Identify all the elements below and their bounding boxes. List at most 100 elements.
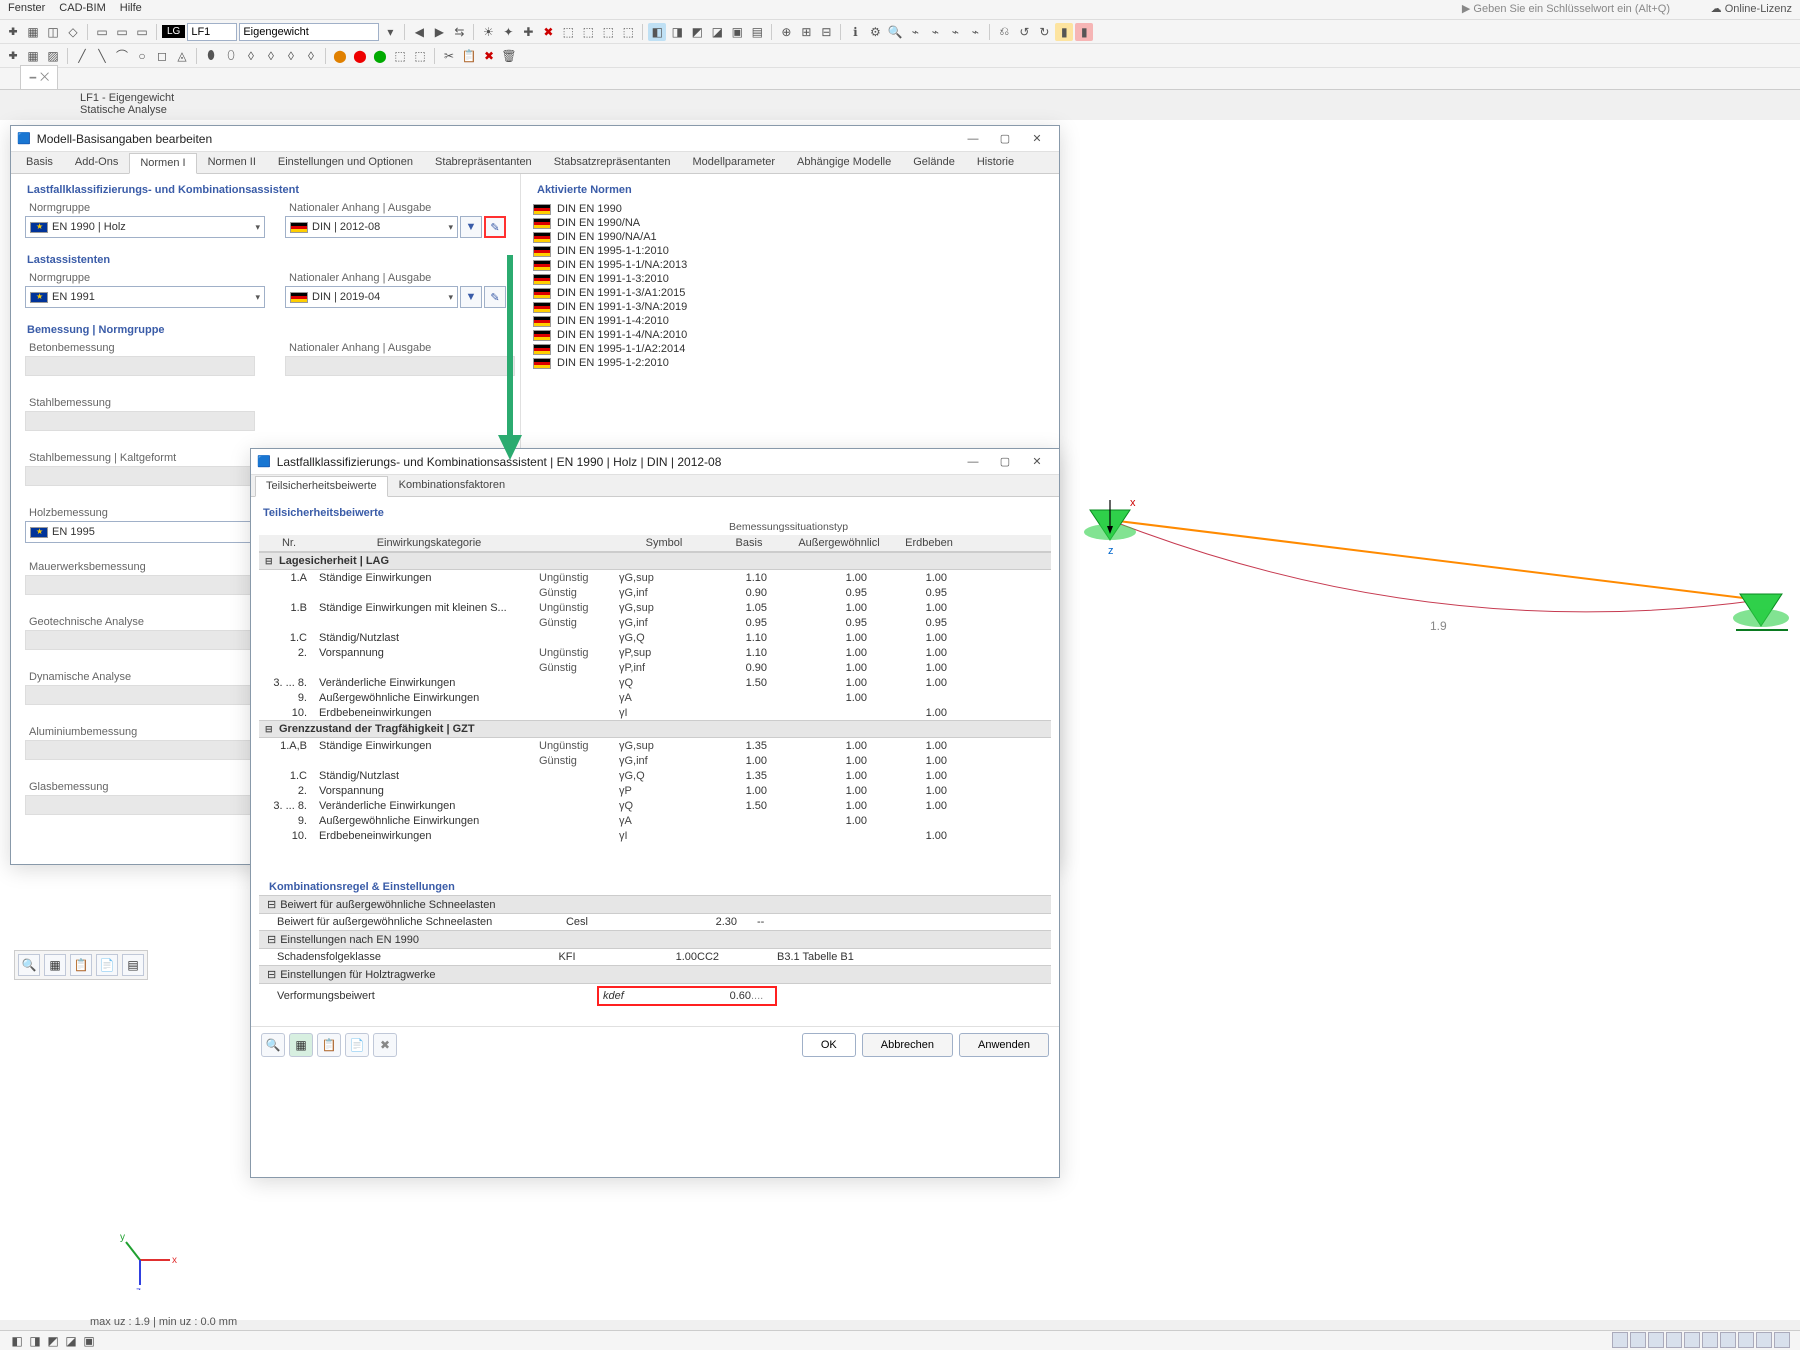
tb-icon[interactable]: ▭ [133,23,151,41]
tb-table-icon[interactable]: ▦ [44,954,66,976]
dialog2-titlebar[interactable]: 🟦 Lastfallklassifizierungs- und Kombinat… [251,449,1059,475]
group-header[interactable]: ⊟Grenzzustand der Tragfähigkeit | GZT [259,720,1051,738]
norm-item[interactable]: DIN EN 1995-1-1:2010 [529,244,1051,258]
tb-icon[interactable]: ⬚ [579,23,597,41]
tb-icon[interactable]: ⬚ [619,23,637,41]
tb-icon[interactable]: 🗑 [500,47,518,65]
tb-more-icon[interactable]: ▤ [122,954,144,976]
table-icon[interactable]: ▦ [289,1033,313,1057]
dialog1-tab[interactable]: Stabrepräsentanten [424,152,543,173]
data-row[interactable]: 1.CStändig/NutzlastγG,Q1.351.001.00 [259,768,1051,783]
tb-search-icon[interactable]: 🔍 [18,954,40,976]
status-icon[interactable]: ◪ [62,1332,80,1350]
data-row[interactable]: GünstigγP,inf0.901.001.00 [259,660,1051,675]
tb-icon[interactable]: ▾ [381,23,399,41]
tb-icon[interactable]: ○ [133,47,151,65]
tb-icon[interactable]: ⬚ [599,23,617,41]
data-row[interactable]: 10.ErdbebeneinwirkungenγI1.00 [259,828,1051,843]
tb-icon[interactable]: ⌁ [966,23,984,41]
status-mini-icon[interactable] [1666,1332,1682,1348]
data-row[interactable]: 2.VorspannungγP1.001.001.00 [259,783,1051,798]
tb-icon[interactable]: ◬ [173,47,191,65]
doc-tab[interactable]: 🗕 ✕ [20,65,58,89]
tb-icon[interactable]: ⊞ [797,23,815,41]
dialog1-tab[interactable]: Einstellungen und Optionen [267,152,424,173]
tb-icon[interactable]: ⬤ [371,47,389,65]
combo-din2012[interactable]: DIN | 2012-08 ▾ [285,216,458,238]
tb-icon[interactable]: 🞧 [4,23,22,41]
win-minimize-icon[interactable]: — [957,451,989,473]
filter-button[interactable]: ▼ [460,286,482,308]
tb-icon[interactable]: ✖ [539,23,557,41]
tb-icon[interactable]: ⬚ [391,47,409,65]
menu-fenster[interactable]: Fenster [8,2,45,17]
data-row[interactable]: 1.BStändige Einwirkungen mit kleinen S..… [259,600,1051,615]
tb-icon[interactable]: ✚ [519,23,537,41]
tb-icon[interactable]: 📋 [460,47,478,65]
data-row[interactable]: 3. ... 8.Veränderliche EinwirkungenγQ1.5… [259,675,1051,690]
paste-icon[interactable]: 📄 [345,1033,369,1057]
tb-icon[interactable]: ▨ [44,47,62,65]
tb-icon[interactable]: ⇆ [450,23,468,41]
tb-icon[interactable]: ◻ [153,47,171,65]
tb-icon[interactable]: ◨ [668,23,686,41]
data-row[interactable]: 1.AStändige EinwirkungenUngünstigγG,sup1… [259,570,1051,585]
tb-icon[interactable]: ╲ [93,47,111,65]
dialog1-tab[interactable]: Add-Ons [64,152,129,173]
tb-icon[interactable]: ↺ [1015,23,1033,41]
data-row[interactable]: 9.Außergewöhnliche EinwirkungenγA1.00 [259,813,1051,828]
dialog2-tab[interactable]: Kombinationsfaktoren [388,475,516,496]
tb-icon[interactable]: ⌁ [946,23,964,41]
tb-icon[interactable]: ◪ [708,23,726,41]
combo-en1995[interactable]: EN 1995▾ [25,521,265,543]
data-row[interactable]: 2.VorspannungUngünstigγP,sup1.101.001.00 [259,645,1051,660]
menu-cadbim[interactable]: CAD-BIM [59,2,105,17]
tb-icon[interactable]: ⊟ [817,23,835,41]
norm-item[interactable]: DIN EN 1990/NA/A1 [529,230,1051,244]
tb-icon[interactable]: ✖ [480,47,498,65]
status-mini-icon[interactable] [1738,1332,1754,1348]
tb-icon[interactable]: ◊ [302,47,320,65]
kdef-val[interactable]: 0.60 [723,990,751,1002]
tb-icon[interactable]: ▤ [748,23,766,41]
status-mini-icon[interactable] [1648,1332,1664,1348]
dialog1-tab[interactable]: Basis [15,152,64,173]
tb-icon[interactable]: ⌒ [113,47,131,65]
tb-icon[interactable]: ◧ [648,23,666,41]
tb-icon[interactable]: ⬤ [351,47,369,65]
norm-item[interactable]: DIN EN 1991-1-3/NA:2019 [529,300,1051,314]
group-header[interactable]: ⊟Lagesicherheit | LAG [259,552,1051,570]
tb-icon[interactable]: 🔍 [886,23,904,41]
status-mini-icon[interactable] [1774,1332,1790,1348]
data-row[interactable]: 10.ErdbebeneinwirkungenγI1.00 [259,705,1051,720]
status-icon[interactable]: ◨ [26,1332,44,1350]
tb-icon[interactable]: ◊ [242,47,260,65]
tb-icon[interactable]: ▶ [430,23,448,41]
status-mini-icon[interactable] [1720,1332,1736,1348]
dialog1-tab[interactable]: Abhängige Modelle [786,152,902,173]
dialog1-tab[interactable]: Gelände [902,152,966,173]
norm-item[interactable]: DIN EN 1991-1-4:2010 [529,314,1051,328]
apply-button[interactable]: Anwenden [959,1033,1049,1057]
kdef-more-icon[interactable]: .... [751,990,771,1002]
win-close-icon[interactable]: ✕ [1021,451,1053,473]
status-mini-icon[interactable] [1756,1332,1772,1348]
group-en1990[interactable]: ⊟Einstellungen nach EN 1990 [259,930,1051,949]
tb-icon[interactable]: ⬤ [331,47,349,65]
tb-icon[interactable]: ⬮ [202,47,220,65]
data-row[interactable]: GünstigγG,inf0.950.950.95 [259,615,1051,630]
menu-hilfe[interactable]: Hilfe [120,2,142,17]
tb-icon[interactable]: ⌁ [906,23,924,41]
dialog1-tab[interactable]: Modellparameter [682,152,787,173]
norm-item[interactable]: DIN EN 1990/NA [529,216,1051,230]
norm-item[interactable]: DIN EN 1990 [529,202,1051,216]
tb-icon[interactable]: ⬯ [222,47,240,65]
tb-icon[interactable]: ✂ [440,47,458,65]
status-mini-icon[interactable] [1630,1332,1646,1348]
copy-icon[interactable]: 📋 [317,1033,341,1057]
delete-icon[interactable]: ✖ [373,1033,397,1057]
dialog1-tab[interactable]: Normen I [129,153,196,174]
status-mini-icon[interactable] [1684,1332,1700,1348]
combo-din2019[interactable]: DIN | 2019-04 ▾ [285,286,458,308]
win-close-icon[interactable]: ✕ [1021,128,1053,150]
